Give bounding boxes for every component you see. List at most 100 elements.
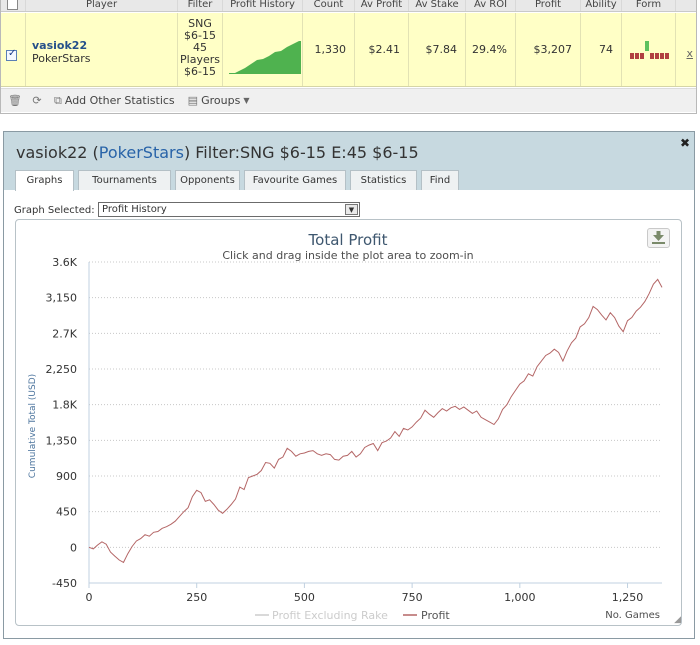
- player-site: PokerStars: [32, 52, 91, 65]
- form-bar: [654, 52, 659, 59]
- x-tick-label: 1,250: [612, 591, 644, 604]
- stats-toolbar: 🗑 ⟳ ⧉ Add Other Statistics ▤ Groups ▼: [1, 88, 696, 112]
- av-profit-cell: $2.41: [355, 13, 409, 86]
- download-icon: [652, 231, 665, 244]
- select-all-checkbox[interactable]: [7, 0, 18, 10]
- header-profit-history[interactable]: Profit History: [223, 0, 303, 11]
- filter-line: $6-15: [184, 29, 216, 42]
- y-axis-ticks: -450 0 450 900 1,350 1.8K 2,250 2.7K 3,150 3.6K: [46, 256, 78, 590]
- sparkline-area: [229, 41, 301, 74]
- detail-header: vasiok22 (PokerStars) Filter:SNG $6-15 E…: [4, 132, 694, 191]
- row-checkbox[interactable]: [6, 48, 17, 61]
- filter-line: $6-15: [184, 65, 216, 78]
- profit-cell: $3,207: [516, 13, 581, 86]
- x-tick-label: 500: [294, 591, 315, 604]
- filter-line: SNG: [188, 17, 212, 30]
- av-stake-cell: $7.84: [409, 13, 466, 86]
- y-tick-label: 3.6K: [52, 256, 77, 269]
- x-tick-label: 0: [86, 591, 93, 604]
- filter-cell: SNG $6-15 45 Players $6-15: [178, 13, 223, 86]
- row-select-cell: [1, 13, 26, 86]
- header-player[interactable]: Player: [26, 0, 178, 11]
- resize-grip-icon[interactable]: ◢: [674, 615, 681, 625]
- profit-series-line[interactable]: [88, 278, 663, 564]
- form-bar: [659, 52, 664, 59]
- graph-select-dropdown[interactable]: Profit History ▼: [98, 202, 360, 217]
- chart-subtitle: Click and drag inside the plot area to z…: [222, 249, 473, 262]
- form-bar-up: [644, 40, 649, 51]
- groups-dropdown[interactable]: ▤ Groups ▼: [185, 94, 250, 107]
- title-player: vasiok22: [16, 143, 88, 162]
- x-axis-label: No. Games: [605, 610, 660, 621]
- table-row[interactable]: vasiok22 PokerStars SNG $6-15 45 Players…: [1, 13, 696, 87]
- y-tick-label: 450: [56, 506, 77, 519]
- y-tick-label: 2,250: [46, 363, 78, 376]
- remove-row-link[interactable]: x: [686, 47, 693, 60]
- y-tick-label: 1.8K: [52, 399, 77, 412]
- y-tick-label: 0: [70, 541, 77, 554]
- form-bar: [664, 52, 669, 59]
- download-button[interactable]: [647, 228, 670, 248]
- add-stats-button[interactable]: ⧉ Add Other Statistics: [51, 94, 175, 108]
- y-axis-label: Cumulative Total (USD): [28, 374, 38, 478]
- x-axis-ticks: 0 250 500 750 1,000 1,250: [86, 583, 644, 604]
- form-indicator: [629, 40, 669, 59]
- groups-icon: ▤: [187, 94, 199, 107]
- header-form[interactable]: Form: [622, 0, 676, 11]
- tab-favourite-games[interactable]: Favourite Games: [244, 170, 346, 190]
- legend-item-profit-excluding-rake[interactable]: Profit Excluding Rake: [255, 609, 388, 622]
- trash-icon[interactable]: 🗑: [8, 94, 22, 107]
- y-tick-label: -450: [52, 577, 77, 590]
- header-count[interactable]: Count: [303, 0, 355, 11]
- close-icon[interactable]: ✖: [679, 136, 690, 150]
- header-av-profit[interactable]: Av Profit: [355, 0, 409, 11]
- chevron-down-icon: ▼: [243, 96, 250, 105]
- groups-label: Groups: [201, 94, 241, 107]
- av-roi-cell: 29.4%: [466, 13, 516, 86]
- graph-select-value: Profit History: [102, 204, 167, 215]
- profit-chart[interactable]: -450 0 450 900 1,350 1.8K 2,250 2.7K 3,150 3.6K 0…: [16, 220, 681, 625]
- chart-title: Total Profit: [308, 231, 388, 249]
- tab-statistics[interactable]: Statistics: [350, 170, 417, 190]
- y-tick-label: 1,350: [46, 434, 78, 447]
- header-remove: [676, 0, 696, 11]
- x-tick-label: 1,000: [504, 591, 536, 604]
- chevron-down-icon[interactable]: ▼: [345, 204, 358, 215]
- title-filter: Filter:SNG $6-15 E:45 $6-15: [195, 143, 419, 162]
- legend-item-profit[interactable]: Profit: [403, 609, 450, 622]
- ability-cell: 74: [581, 13, 622, 86]
- header-av-roi[interactable]: Av ROI: [466, 0, 516, 11]
- profit-history-sparkline: [229, 41, 301, 74]
- player-name-link[interactable]: vasiok22: [32, 39, 88, 52]
- graph-select-label: Graph Selected:: [14, 205, 95, 216]
- tab-tournaments[interactable]: Tournaments: [78, 170, 171, 190]
- title-site-link[interactable]: PokerStars: [98, 143, 184, 162]
- form-bar: [639, 52, 644, 59]
- form-cell: [622, 13, 676, 86]
- refresh-icon[interactable]: ⟳: [32, 94, 42, 107]
- header-av-stake[interactable]: Av Stake: [409, 0, 466, 11]
- count-cell: 1,330: [303, 13, 355, 86]
- y-tick-label: 900: [56, 470, 77, 483]
- add-stats-label: Add Other Statistics: [64, 94, 175, 107]
- legend-label: Profit: [421, 609, 450, 622]
- y-tick-label: 3,150: [46, 292, 78, 305]
- form-bar: [629, 52, 634, 59]
- tab-graphs[interactable]: Graphs: [15, 170, 74, 191]
- filter-line: Players: [180, 53, 220, 66]
- form-bar: [649, 52, 654, 59]
- form-bar: [634, 52, 639, 59]
- header-ability[interactable]: Ability: [581, 0, 622, 11]
- remove-cell: x: [676, 13, 696, 86]
- filter-line: 45: [193, 41, 207, 54]
- profit-history-cell: [223, 13, 303, 86]
- grid-lines: [89, 261, 662, 548]
- stats-header-row: Player Filter Profit History Count Av Pr…: [1, 0, 696, 12]
- header-profit[interactable]: Profit: [516, 0, 581, 11]
- chart-container[interactable]: -450 0 450 900 1,350 1.8K 2,250 2.7K 3,150 3.6K 0…: [15, 219, 682, 626]
- tab-opponents[interactable]: Opponents: [175, 170, 240, 190]
- x-tick-label: 750: [402, 591, 423, 604]
- header-filter[interactable]: Filter: [178, 0, 223, 11]
- detail-title: vasiok22 (PokerStars) Filter:SNG $6-15 E…: [16, 143, 419, 162]
- tab-find[interactable]: Find: [421, 170, 459, 190]
